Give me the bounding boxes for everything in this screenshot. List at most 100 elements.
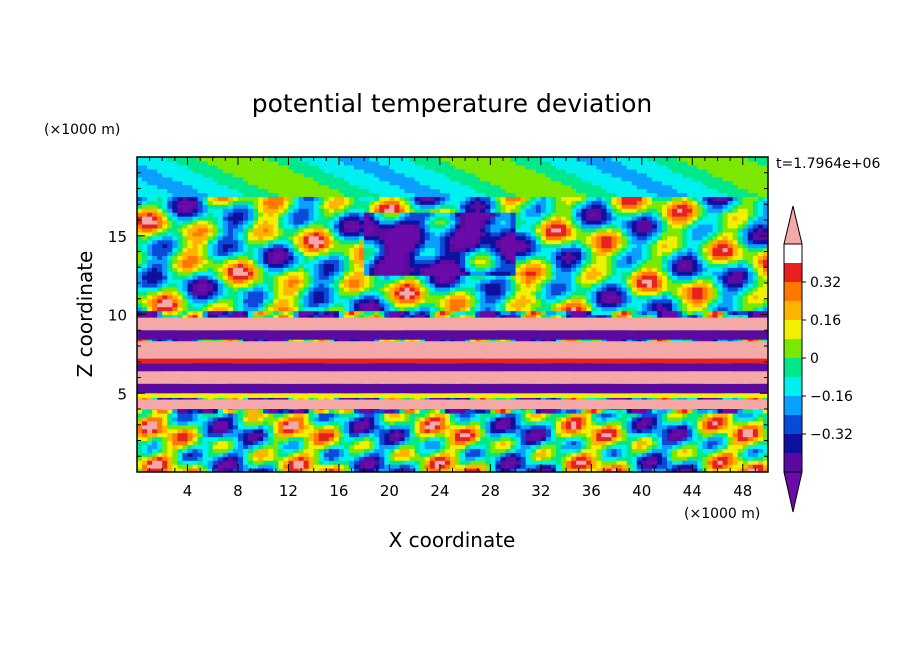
contour-cell <box>202 247 209 253</box>
contour-cell <box>202 468 209 472</box>
contour-cell <box>187 180 194 186</box>
contour-cell <box>293 235 300 241</box>
contour-cell <box>308 196 315 201</box>
contour-cell <box>217 306 224 312</box>
contour-cell <box>303 428 310 434</box>
contour-cell <box>349 172 355 178</box>
contour-cell <box>389 306 396 312</box>
contour-cell <box>147 196 153 201</box>
contour-cell <box>207 294 214 300</box>
contour-cell <box>172 302 178 308</box>
contour-cell <box>394 180 401 186</box>
contour-cell <box>268 196 274 201</box>
contour-cell <box>212 314 219 320</box>
contour-cell <box>409 452 416 457</box>
contour-cell <box>293 200 300 205</box>
contour-cell <box>268 448 274 453</box>
contour-cell <box>414 456 421 461</box>
contour-cell <box>243 220 249 225</box>
contour-cell <box>354 294 360 300</box>
contour-cell <box>137 271 143 276</box>
contour-cell <box>177 196 184 201</box>
contour-cell <box>217 200 224 205</box>
contour-cell <box>313 420 320 426</box>
contour-cell <box>187 235 194 241</box>
contour-cell <box>303 338 310 343</box>
contour-cell <box>399 412 406 418</box>
contour-cell <box>293 223 300 229</box>
contour-cell <box>258 259 264 264</box>
contour-cell <box>409 180 416 186</box>
contour-cell <box>419 180 426 186</box>
contour-cell <box>293 247 300 253</box>
contour-cell <box>253 290 259 296</box>
contour-cell <box>404 271 411 276</box>
contour-cell <box>298 444 305 449</box>
contour-cell <box>374 310 380 316</box>
contour-cell <box>343 196 350 201</box>
contour-cell <box>419 338 426 343</box>
contour-cell <box>369 227 375 233</box>
contour-cell <box>308 464 315 469</box>
contour-cell <box>434 412 441 418</box>
contour-cell <box>268 314 274 320</box>
contour-cell <box>278 200 284 205</box>
contour-cell <box>142 302 148 308</box>
contour-cell <box>424 164 431 170</box>
contour-cell <box>409 243 416 249</box>
contour-cell <box>374 184 380 190</box>
contour-cell <box>273 283 279 288</box>
contour-cell <box>429 172 436 178</box>
contour-cell <box>354 255 360 260</box>
contour-cell <box>222 432 229 438</box>
contour-cell <box>379 286 385 292</box>
contour-cell <box>288 227 295 233</box>
contour-cell <box>374 192 380 197</box>
contour-cell <box>343 286 350 292</box>
contour-cell <box>364 432 370 438</box>
contour-cell <box>318 180 325 186</box>
contour-cell <box>379 452 385 457</box>
contour-cell <box>328 310 335 316</box>
contour-cell <box>263 464 269 469</box>
contour-cell <box>333 286 340 292</box>
contour-cell <box>293 314 300 320</box>
contour-cell <box>323 243 330 249</box>
contour-cell <box>253 157 259 162</box>
contour-cell <box>404 412 411 418</box>
contour-cell <box>278 416 284 422</box>
contour-cell <box>268 409 274 414</box>
contour-cell <box>187 204 194 209</box>
contour-cell <box>142 259 148 264</box>
contour-cell <box>303 204 310 209</box>
contour-cell <box>157 314 163 320</box>
contour-cell <box>444 286 451 292</box>
contour-cell <box>147 275 153 280</box>
contour-cell <box>278 192 284 197</box>
contour-cell <box>162 464 168 469</box>
contour-cell <box>444 275 451 280</box>
contour-cell <box>278 283 284 288</box>
contour-cell <box>349 255 355 260</box>
contour-cell <box>308 452 315 457</box>
contour-cell <box>374 294 380 300</box>
contour-cell <box>232 208 239 213</box>
contour-cell <box>394 420 401 426</box>
contour-cell <box>232 275 239 280</box>
contour-cell <box>434 306 441 312</box>
contour-cell <box>137 176 143 182</box>
contour-cell <box>384 464 390 469</box>
contour-cell <box>343 227 350 233</box>
contour-cell <box>389 168 396 174</box>
contour-cell <box>162 275 168 280</box>
contour-cell <box>253 420 259 426</box>
contour-cell <box>419 298 426 304</box>
contour-cell <box>318 192 325 197</box>
contour-cell <box>313 168 320 174</box>
contour-cell <box>394 200 401 205</box>
contour-cell <box>303 468 310 472</box>
contour-cell <box>157 223 163 229</box>
contour-cell <box>147 420 153 426</box>
contour-cell <box>202 176 209 182</box>
contour-cell <box>222 243 229 249</box>
